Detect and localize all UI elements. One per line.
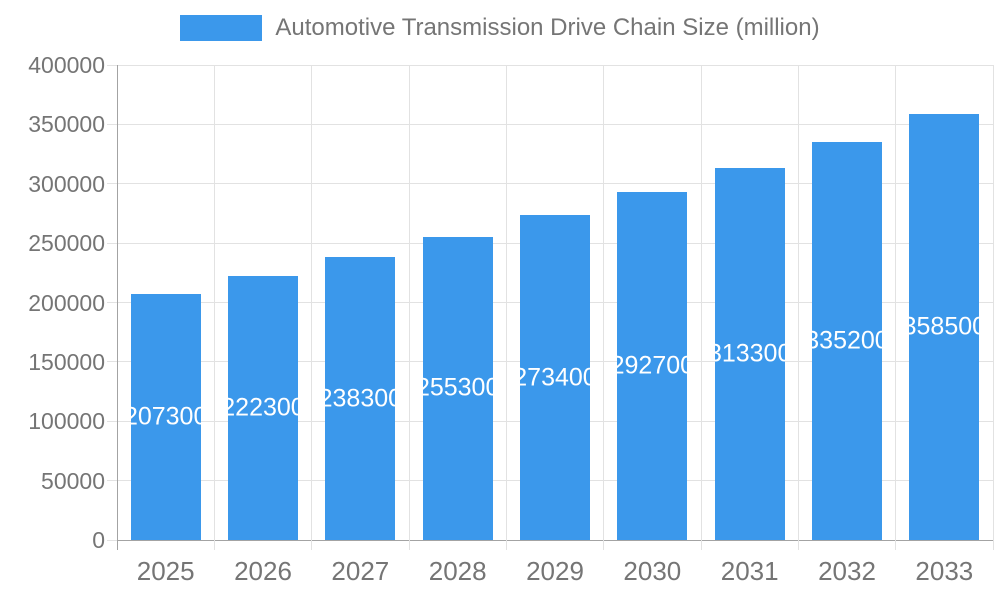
y-axis-tick-label: 400000 <box>28 52 105 78</box>
bar-value-label: 273400 <box>520 363 590 392</box>
y-axis-line <box>116 65 118 550</box>
x-axis-tick-label: 2032 <box>818 556 876 586</box>
y-axis-tick <box>107 183 117 185</box>
gridline-horizontal <box>117 64 993 66</box>
legend-item[interactable]: Automotive Transmission Drive Chain Size… <box>180 14 820 42</box>
x-axis-tick-label: 2025 <box>136 556 195 586</box>
gridline-vertical <box>408 65 410 550</box>
y-axis-tick <box>107 480 117 482</box>
bar-2030[interactable]: 292700 <box>617 192 688 540</box>
y-axis-tick-label: 350000 <box>28 111 105 138</box>
x-axis-line <box>117 539 993 541</box>
bar-2031[interactable]: 313300 <box>714 167 785 540</box>
y-axis-tick-label: 100000 <box>28 408 105 435</box>
gridline-vertical <box>505 65 507 550</box>
y-axis-tick-label: 0 <box>92 527 105 553</box>
gridline-vertical <box>603 65 605 550</box>
y-axis-tick <box>107 302 117 303</box>
bar-value-label: 292700 <box>617 351 688 380</box>
gridline-horizontal <box>117 123 993 125</box>
bar-value-label: 207300 <box>130 402 201 431</box>
bar-2028[interactable]: 255300 <box>422 236 493 540</box>
x-axis-tick-label: 2031 <box>720 556 779 586</box>
bar-value-label: 238300 <box>325 384 396 413</box>
gridline-vertical <box>213 65 215 550</box>
y-axis-tick <box>107 64 117 66</box>
y-axis-tick <box>107 242 117 244</box>
bar-value-label: 222300 <box>228 393 298 422</box>
bar-value-label: 255300 <box>422 373 493 402</box>
gridline-vertical <box>992 65 994 550</box>
plot-area: 0 50000 100000 150000 200000 250000 300000 3500… <box>28 52 994 586</box>
gridline-vertical <box>311 65 313 550</box>
x-axis-tick-label: 2026 <box>234 556 292 586</box>
gridline-vertical <box>797 65 799 550</box>
bar-2033[interactable]: 358500 <box>909 114 980 540</box>
y-axis-tick-label: 150000 <box>28 348 105 375</box>
bar-value-label: 313300 <box>714 339 785 368</box>
bar-value-label: 335200 <box>812 326 882 355</box>
y-axis-tick-label: 50000 <box>41 467 105 494</box>
legend-label: Automotive Transmission Drive Chain Size… <box>275 14 820 41</box>
x-axis-tick-label: 2030 <box>623 556 682 586</box>
chart-legend: Automotive Transmission Drive Chain Size… <box>0 14 1000 42</box>
bar-2032[interactable]: 335200 <box>812 141 882 540</box>
y-axis-tick <box>107 420 117 422</box>
y-axis-tick <box>107 539 117 541</box>
y-axis-tick-label: 250000 <box>28 230 105 257</box>
gridline-vertical <box>895 65 897 550</box>
y-axis-tick <box>107 361 117 363</box>
x-axis-tick-label: 2028 <box>428 556 487 586</box>
gridline-vertical <box>700 65 702 550</box>
y-axis-tick-label: 200000 <box>28 289 105 316</box>
bar-2027[interactable]: 238300 <box>325 257 396 540</box>
bar-2029[interactable]: 273400 <box>520 215 590 540</box>
y-axis-tick-label: 300000 <box>28 170 105 197</box>
y-axis-tick <box>107 123 117 125</box>
x-axis-tick-label: 2033 <box>915 556 974 586</box>
gridline-horizontal <box>117 183 993 185</box>
legend-color-swatch <box>180 15 263 41</box>
bar-2025[interactable]: 207300 <box>130 293 201 540</box>
bar-value-label: 358500 <box>909 312 980 341</box>
bar-2026[interactable]: 222300 <box>228 276 298 540</box>
x-axis-tick-label: 2027 <box>331 556 390 586</box>
x-axis-tick-label: 2029 <box>526 556 584 586</box>
